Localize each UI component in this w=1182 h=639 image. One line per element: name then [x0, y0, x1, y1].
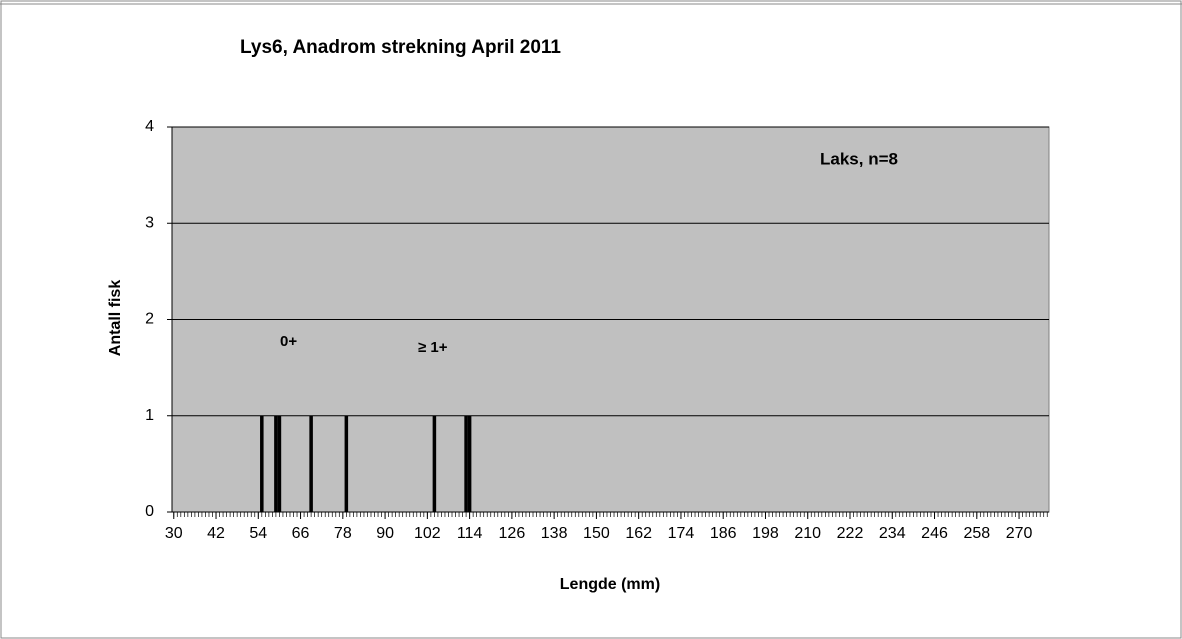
x-tick-label: 222	[837, 525, 864, 542]
x-axis-label: Lengde (mm)	[560, 576, 660, 593]
x-tick-label: 126	[499, 525, 526, 542]
x-tick-label: 138	[541, 525, 568, 542]
annotation: 0+	[280, 333, 297, 350]
x-tick-label: 66	[292, 525, 310, 542]
x-tick-label: 78	[334, 525, 352, 542]
x-tick-label: 150	[583, 525, 610, 542]
annotation: ≥ 1+	[418, 339, 448, 356]
bar	[432, 415, 437, 512]
annotation: Laks, n=8	[820, 149, 898, 168]
bar	[344, 415, 349, 512]
y-tick-label: 2	[145, 311, 154, 328]
bar	[260, 415, 264, 512]
x-tick-label: 186	[710, 525, 737, 542]
x-tick-label: 270	[1006, 525, 1033, 542]
bar	[464, 415, 468, 512]
x-tick-label: 174	[668, 525, 695, 542]
bar	[274, 415, 278, 512]
bar	[277, 415, 282, 512]
x-tick-label: 210	[794, 525, 821, 542]
x-tick-label: 102	[414, 525, 441, 542]
bar	[309, 415, 313, 512]
chart-title: Lys6, Anadrom strekning April 2011	[240, 37, 561, 58]
bar	[467, 415, 472, 512]
x-tick-label: 198	[752, 525, 779, 542]
y-tick-label: 4	[145, 118, 154, 135]
x-tick-label: 234	[879, 525, 906, 542]
x-tick-label: 42	[207, 525, 225, 542]
y-tick-label: 1	[145, 407, 154, 424]
y-tick-label: 0	[145, 503, 154, 520]
x-tick-label: 114	[457, 525, 483, 542]
x-tick-label: 90	[376, 525, 394, 542]
x-tick-label: 162	[625, 525, 652, 542]
y-axis-label: Antall fisk	[107, 280, 124, 357]
x-tick-label: 246	[921, 525, 948, 542]
x-tick-label: 30	[165, 525, 183, 542]
y-tick-label: 3	[145, 214, 154, 231]
x-tick-label: 54	[249, 525, 267, 542]
x-tick-label: 258	[963, 525, 990, 542]
